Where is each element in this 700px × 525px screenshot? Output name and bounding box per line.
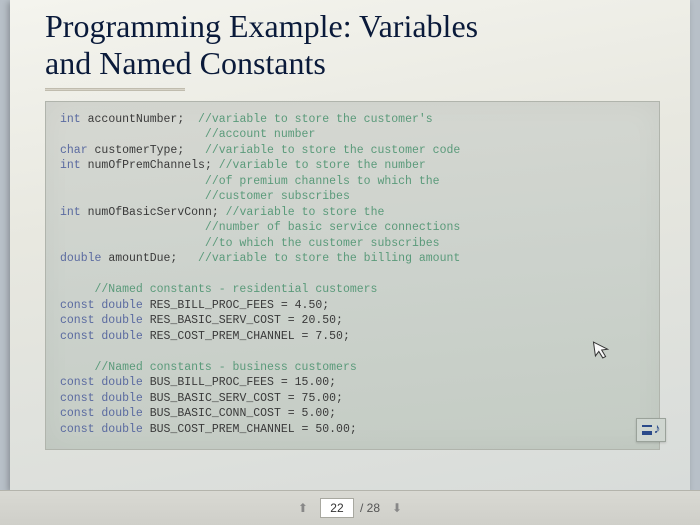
kw-const-double: const double — [60, 392, 143, 405]
slide-title: Programming Example: Variables and Named… — [45, 8, 660, 82]
comment: //variable to store the — [226, 206, 385, 219]
cursor-icon — [592, 339, 611, 366]
code-block: int accountNumber; //variable to store t… — [45, 101, 660, 451]
comment: //number of basic service connections — [60, 221, 460, 234]
code-text: numOfPremChannels; — [81, 159, 219, 172]
kw-int: int — [60, 159, 81, 172]
kw-const-double: const double — [60, 376, 143, 389]
code-text: BUS_COST_PREM_CHANNEL = 50.00; — [143, 423, 357, 436]
code-text: BUS_BILL_PROC_FEES = 15.00; — [143, 376, 336, 389]
kw-char: char — [60, 144, 88, 157]
code-text: RES_COST_PREM_CHANNEL = 7.50; — [143, 330, 350, 343]
comment: //variable to store the customer code — [205, 144, 460, 157]
code-text: RES_BASIC_SERV_COST = 20.50; — [143, 314, 343, 327]
title-underline — [45, 88, 185, 91]
page-navigation-bar: ⬆ 22 / 28 ⬇ — [0, 490, 700, 525]
kw-int: int — [60, 206, 81, 219]
comment: //variable to store the number — [219, 159, 426, 172]
next-page-button[interactable]: ⬇ — [386, 501, 408, 515]
comment: //variable to store the customer's — [198, 113, 433, 126]
comment-heading: //Named constants - residential customer… — [60, 283, 377, 296]
kw-const-double: const double — [60, 314, 143, 327]
total-pages-label: / 28 — [360, 501, 380, 515]
code-text: numOfBasicServConn; — [81, 206, 226, 219]
kw-const-double: const double — [60, 330, 143, 343]
kw-double: double — [60, 252, 101, 265]
kw-const-double: const double — [60, 407, 143, 420]
title-line-1: Programming Example: Variables — [45, 8, 478, 44]
code-text: BUS_BASIC_SERV_COST = 75.00; — [143, 392, 343, 405]
kw-int: int — [60, 113, 81, 126]
kw-const-double: const double — [60, 423, 143, 436]
code-text: amountDue; — [101, 252, 198, 265]
code-text: RES_BILL_PROC_FEES = 4.50; — [143, 299, 329, 312]
notes-icon[interactable]: ♪ — [636, 418, 666, 442]
comment-heading: //Named constants - business customers — [60, 361, 357, 374]
current-page-field[interactable]: 22 — [320, 498, 354, 518]
code-text: BUS_BASIC_CONN_COST = 5.00; — [143, 407, 336, 420]
music-note-icon: ♪ — [654, 422, 661, 438]
comment: //account number — [60, 128, 315, 141]
title-line-2: and Named Constants — [45, 45, 326, 81]
kw-const-double: const double — [60, 299, 143, 312]
comment: //customer subscribes — [60, 190, 350, 203]
code-text: customerType; — [88, 144, 205, 157]
comment: //variable to store the billing amount — [198, 252, 460, 265]
comment: //of premium channels to which the — [60, 175, 440, 188]
code-text: accountNumber; — [81, 113, 198, 126]
prev-page-button[interactable]: ⬆ — [292, 501, 314, 515]
comment: //to which the customer subscribes — [60, 237, 440, 250]
slide: Programming Example: Variables and Named… — [10, 0, 690, 490]
